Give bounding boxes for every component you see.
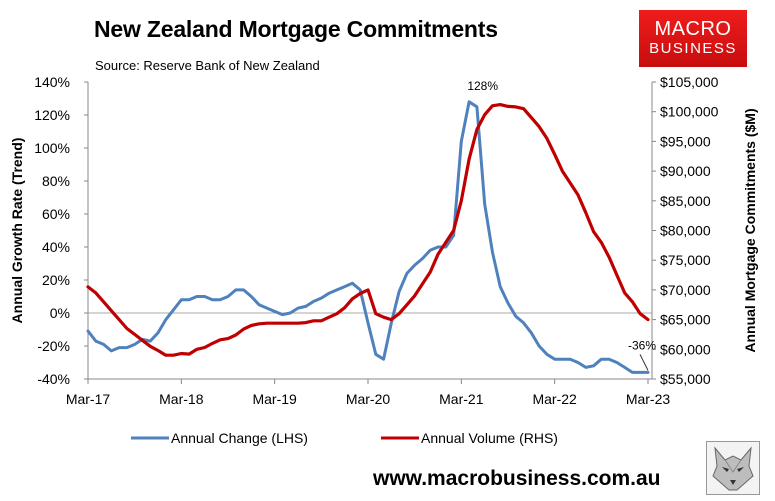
logo-line-2: BUSINESS <box>649 40 737 57</box>
y-right-tick-label: $75,000 <box>660 252 711 268</box>
series-lines <box>86 100 650 374</box>
x-tick-label: Mar-22 <box>532 391 577 407</box>
wolf-mascot-icon <box>706 441 760 495</box>
y-left-tick-label: 100% <box>34 140 70 156</box>
y-left-tick-label: -20% <box>37 338 70 354</box>
x-tick-label: Mar-18 <box>159 391 204 407</box>
y-left-tick-label: 120% <box>34 107 70 123</box>
latest-annotation: -36% <box>628 338 656 352</box>
y-right-tick-label: $70,000 <box>660 282 711 298</box>
axes: -40% -20% 0% 20% 40% 60% 80% 100% 120% 140% $55,00… <box>9 74 758 407</box>
y-right-tick-label: $100,000 <box>660 104 719 120</box>
y-left-axis-title: Annual Growth Rate (Trend) <box>9 138 25 324</box>
page-title: New Zealand Mortgage Commitments <box>94 16 498 42</box>
y-right-tick-label: $105,000 <box>660 74 719 90</box>
y-left-tick-label: 60% <box>42 206 70 222</box>
annotations: 128% -36% <box>467 79 656 371</box>
peak-annotation: 128% <box>467 79 498 93</box>
y-left-tick-label: 40% <box>42 239 70 255</box>
y-right-tick-label: $95,000 <box>660 133 711 149</box>
x-tick-label: Mar-23 <box>626 391 671 407</box>
x-tick-label: Mar-21 <box>439 391 484 407</box>
y-right-tick-label: $80,000 <box>660 223 711 239</box>
y-right-tick-label: $55,000 <box>660 371 711 387</box>
x-tick-label: Mar-17 <box>66 391 111 407</box>
x-tick-label: Mar-20 <box>346 391 391 407</box>
y-left-tick-label: 0% <box>50 305 70 321</box>
macrobusiness-logo: MACRO BUSINESS <box>639 10 747 67</box>
x-tick-label: Mar-19 <box>252 391 297 407</box>
y-right-tick-label: $85,000 <box>660 193 711 209</box>
legend-label: Annual Volume (RHS) <box>421 430 558 446</box>
y-left-tick-label: 140% <box>34 74 70 90</box>
y-right-tick-label: $90,000 <box>660 163 711 179</box>
annotation-leader-line <box>639 354 649 371</box>
y-left-tick-label: 80% <box>42 173 70 189</box>
y-right-tick-label: $60,000 <box>660 341 711 357</box>
y-right-tick-label: $65,000 <box>660 312 711 328</box>
legend: Annual Change (LHS) Annual Volume (RHS) <box>131 430 558 446</box>
chart-source: Source: Reserve Bank of New Zealand <box>95 58 320 73</box>
annual-change-line <box>86 100 650 374</box>
legend-label: Annual Change (LHS) <box>171 430 308 446</box>
annual-volume-line <box>86 102 650 357</box>
y-left-tick-label: -40% <box>37 371 70 387</box>
y-left-tick-label: 20% <box>42 272 70 288</box>
logo-line-1: MACRO <box>654 18 732 40</box>
y-right-axis-title: Annual Mortgage Commitments ($M) <box>742 108 758 352</box>
website-url: www.macrobusiness.com.au <box>373 467 661 490</box>
